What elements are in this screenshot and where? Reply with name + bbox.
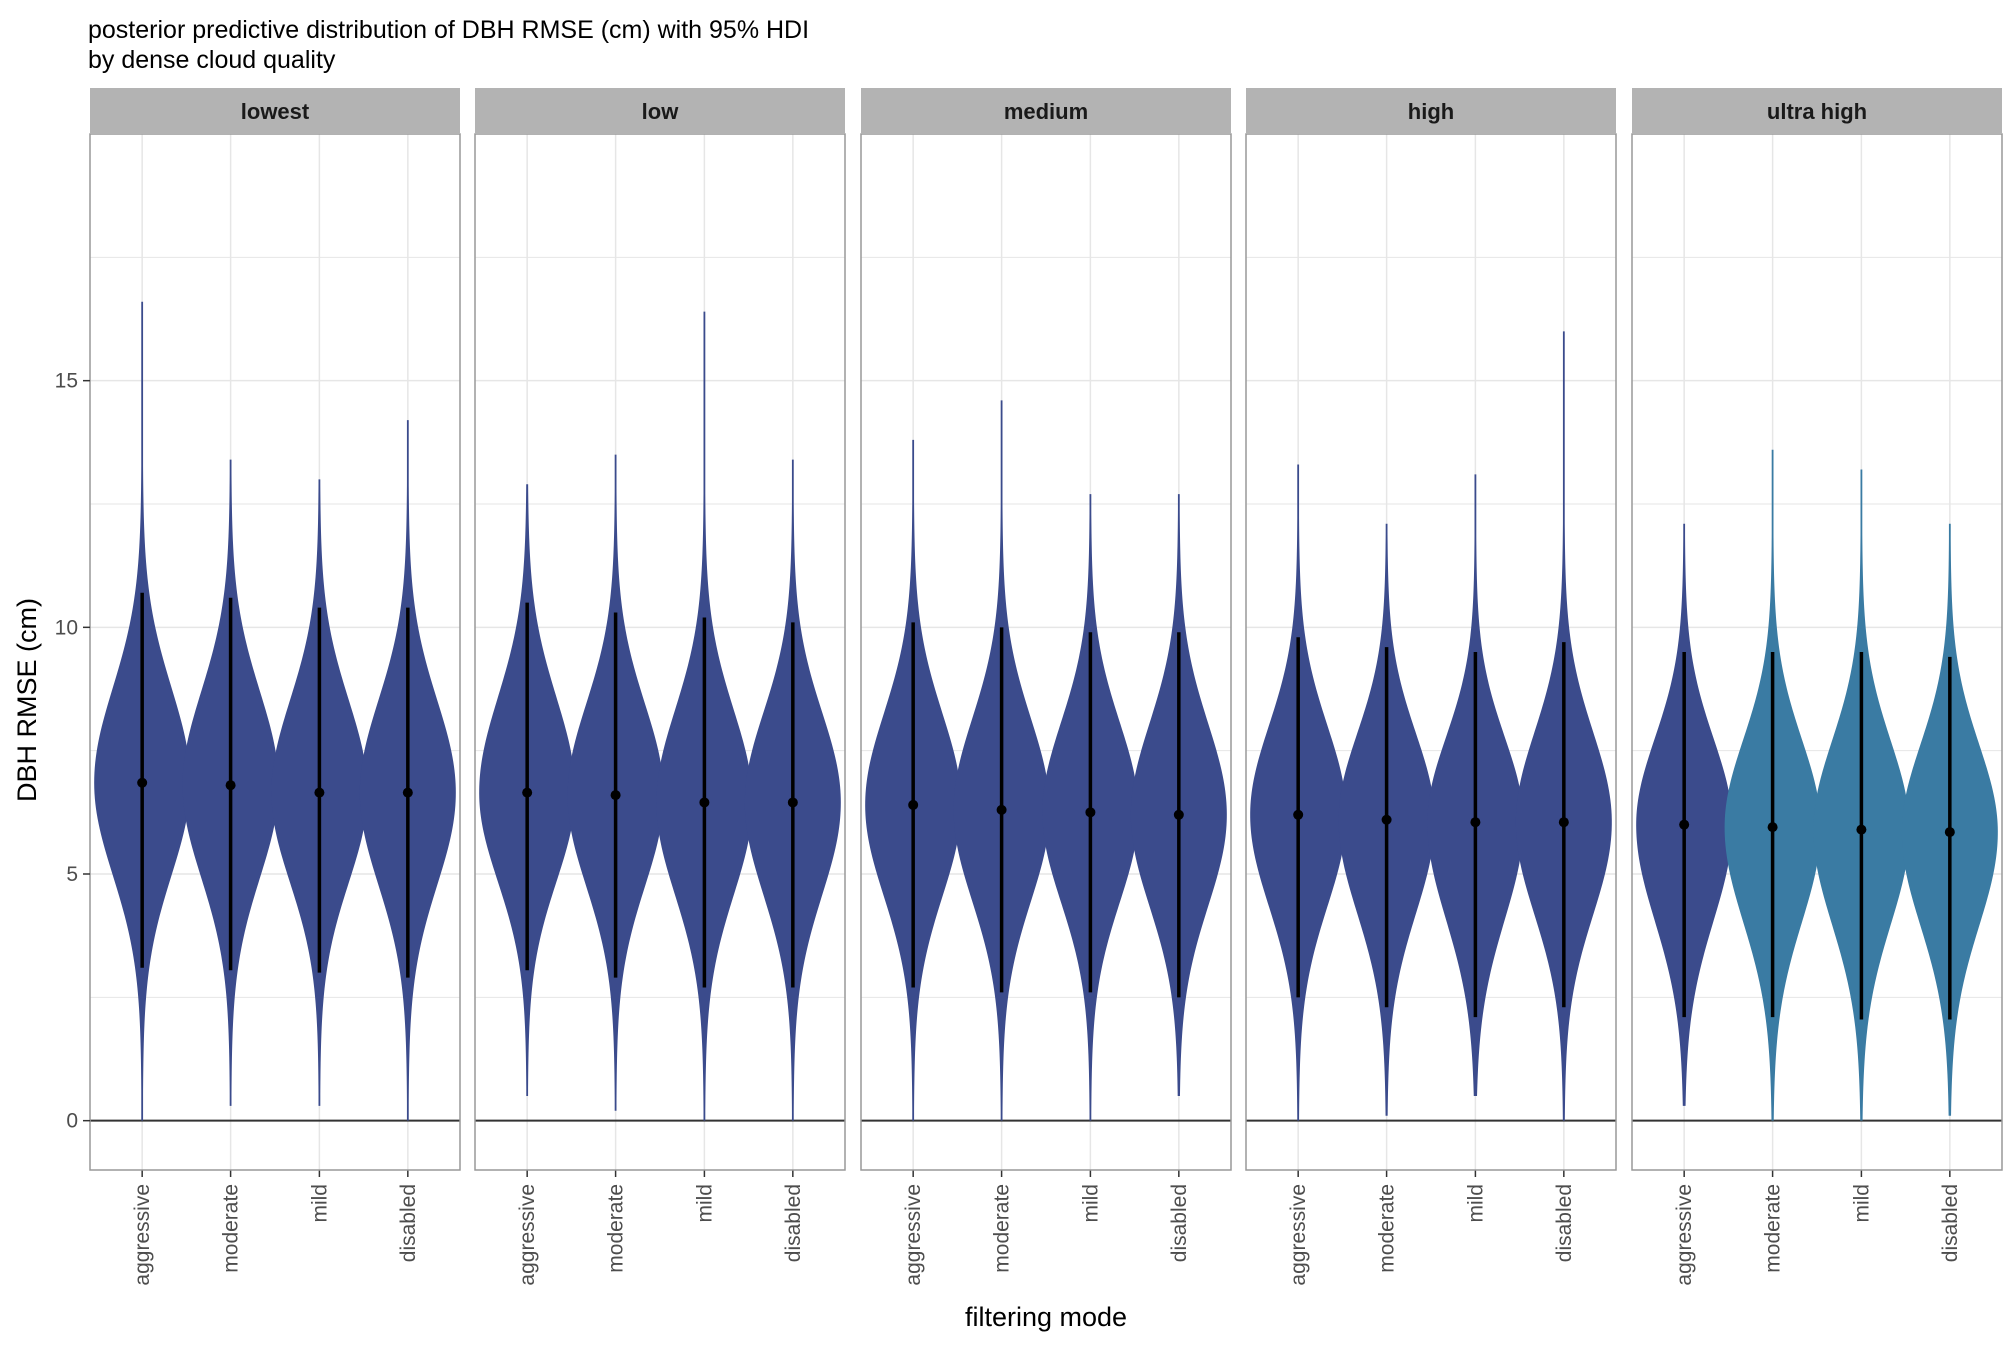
x-tick-label: aggressive: [1287, 1184, 1310, 1286]
x-tick-label: mild: [693, 1184, 716, 1223]
facet-strip-label: medium: [1004, 99, 1088, 124]
facet-strip: [1246, 88, 1616, 134]
x-tick-label: moderate: [1762, 1184, 1785, 1273]
median-point-moderate: [610, 790, 621, 801]
median-point-disabled: [402, 787, 413, 798]
median-point-disabled: [1944, 827, 1955, 838]
median-point-mild: [1856, 824, 1867, 835]
x-tick-label: mild: [308, 1184, 331, 1223]
x-tick-label: mild: [1850, 1184, 1873, 1223]
median-point-disabled: [787, 797, 798, 808]
median-point-mild: [1085, 807, 1096, 818]
facet-strip-label: high: [1408, 99, 1454, 124]
x-tick-label: moderate: [1376, 1184, 1399, 1273]
x-tick-label: mild: [1079, 1184, 1102, 1223]
facet-strip-label: ultra high: [1767, 99, 1867, 124]
x-tick-label: aggressive: [902, 1184, 925, 1286]
median-point-disabled: [1558, 817, 1569, 828]
y-axis-label: DBH RMSE (cm): [12, 598, 42, 802]
x-tick-label: moderate: [605, 1184, 628, 1273]
x-tick-label: disabled: [1168, 1184, 1191, 1262]
facet-strip: [861, 88, 1231, 134]
median-point-aggressive: [908, 799, 919, 810]
facet-strip-label: lowest: [241, 99, 310, 124]
chart-title: posterior predictive distribution of DBH…: [88, 16, 809, 44]
panel-low: aggressive moderate mild disabled low: [474, 88, 846, 1286]
median-point-moderate: [996, 804, 1007, 815]
x-tick-label: disabled: [1939, 1184, 1962, 1262]
x-axis-label: filtering mode: [965, 1302, 1127, 1332]
x-tick-label: aggressive: [516, 1184, 539, 1286]
facet-strip-label: low: [642, 99, 680, 124]
median-point-mild: [1470, 817, 1481, 828]
facet-strip: [475, 88, 845, 134]
median-point-moderate: [225, 780, 236, 791]
x-tick-label: moderate: [220, 1184, 243, 1273]
median-point-aggressive: [137, 777, 148, 788]
panel-ultra-high: aggressive moderate mild disabled ultra high: [1631, 88, 2003, 1286]
x-tick-label: disabled: [1553, 1184, 1576, 1262]
y-tick-label: 15: [55, 370, 78, 393]
y-tick-label: 5: [66, 863, 78, 886]
median-point-moderate: [1767, 822, 1778, 833]
x-tick-label: disabled: [397, 1184, 420, 1262]
median-point-disabled: [1173, 809, 1184, 820]
median-point-mild: [699, 797, 710, 808]
median-point-aggressive: [522, 787, 533, 798]
panel-high: aggressive moderate mild disabled high: [1245, 88, 1617, 1286]
panel-lowest: aggressive moderate mild disabled lowest: [89, 88, 461, 1286]
median-point-moderate: [1381, 814, 1392, 825]
y-tick-label: 10: [55, 616, 78, 639]
x-tick-label: aggressive: [1673, 1184, 1696, 1286]
x-tick-label: aggressive: [131, 1184, 154, 1286]
chart-subtitle: by dense cloud quality: [88, 46, 336, 74]
x-tick-label: moderate: [991, 1184, 1014, 1273]
panels: aggressive moderate mild disabledlowestaggr…: [55, 88, 2003, 1286]
y-tick-label: 0: [66, 1110, 78, 1133]
median-point-aggressive: [1293, 809, 1304, 820]
facet-strip: [90, 88, 460, 134]
x-tick-label: mild: [1464, 1184, 1487, 1223]
median-point-aggressive: [1679, 819, 1690, 830]
median-point-mild: [314, 787, 325, 798]
x-tick-label: disabled: [782, 1184, 805, 1262]
facet-strip: [1632, 88, 2002, 134]
panel-medium: aggressive moderate mild disabled medium: [860, 88, 1232, 1286]
